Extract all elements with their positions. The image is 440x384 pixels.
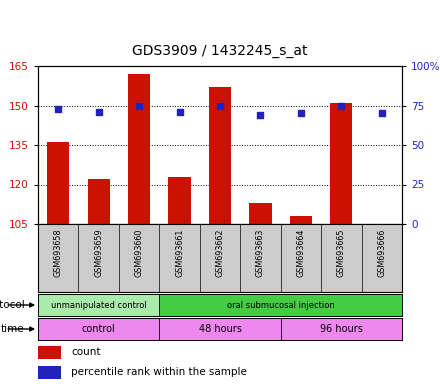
Text: GSM693658: GSM693658 bbox=[54, 229, 63, 277]
Text: 48 hours: 48 hours bbox=[198, 324, 242, 334]
Bar bbox=[169, 177, 191, 224]
Point bbox=[216, 103, 224, 109]
Text: oral submucosal injection: oral submucosal injection bbox=[227, 301, 334, 310]
Point bbox=[95, 109, 102, 115]
Text: percentile rank within the sample: percentile rank within the sample bbox=[71, 367, 247, 377]
Text: GSM693664: GSM693664 bbox=[297, 229, 305, 277]
Bar bbox=[38, 294, 159, 316]
Point bbox=[338, 103, 345, 109]
Bar bbox=[38, 366, 61, 379]
Point bbox=[378, 110, 385, 116]
Text: GSM693666: GSM693666 bbox=[377, 229, 386, 277]
Text: 96 hours: 96 hours bbox=[320, 324, 363, 334]
Point bbox=[176, 109, 183, 115]
Bar bbox=[38, 346, 61, 359]
Text: GSM693661: GSM693661 bbox=[175, 229, 184, 277]
Text: protocol: protocol bbox=[0, 300, 25, 310]
Text: GSM693665: GSM693665 bbox=[337, 229, 346, 277]
Text: GSM693662: GSM693662 bbox=[216, 229, 224, 277]
Bar bbox=[159, 294, 402, 316]
Text: time: time bbox=[1, 324, 25, 334]
Point bbox=[55, 106, 62, 112]
Point bbox=[257, 112, 264, 118]
Text: control: control bbox=[82, 324, 116, 334]
Text: unmanipulated control: unmanipulated control bbox=[51, 301, 147, 310]
Bar bbox=[47, 142, 70, 224]
Text: GDS3909 / 1432245_s_at: GDS3909 / 1432245_s_at bbox=[132, 44, 308, 58]
Bar bbox=[128, 74, 150, 224]
Text: count: count bbox=[71, 348, 101, 358]
Bar bbox=[281, 318, 402, 340]
Point bbox=[297, 110, 304, 116]
Bar bbox=[159, 318, 281, 340]
Bar bbox=[249, 203, 271, 224]
Bar bbox=[209, 87, 231, 224]
Point bbox=[136, 103, 143, 109]
Text: GSM693660: GSM693660 bbox=[135, 229, 143, 277]
Bar bbox=[330, 103, 352, 224]
Bar bbox=[88, 179, 110, 224]
Bar bbox=[38, 318, 159, 340]
Text: GSM693659: GSM693659 bbox=[94, 229, 103, 277]
Text: GSM693663: GSM693663 bbox=[256, 229, 265, 277]
Bar bbox=[290, 216, 312, 224]
